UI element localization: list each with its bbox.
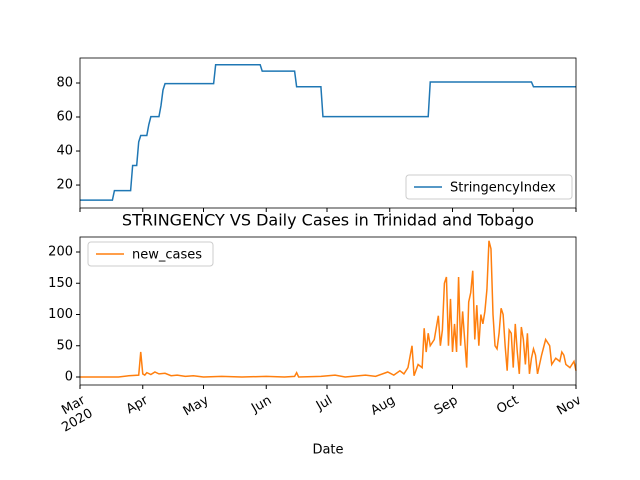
y-tick-label: 100: [48, 307, 73, 322]
line-series: [80, 240, 577, 378]
x-tick-label-line: Aug: [368, 393, 397, 419]
x-tick-label-line: Oct: [494, 393, 521, 417]
axes-frame: [79, 236, 577, 386]
x-tick-label: May: [180, 392, 211, 419]
x-tick-label: Mar2020: [52, 392, 96, 435]
x-axis-label: Date: [312, 443, 343, 458]
y-tick-label: 200: [48, 245, 73, 260]
legend-box: [87, 241, 214, 267]
y-tick-label: 50: [56, 338, 73, 353]
x-tick-label: Aug: [368, 393, 397, 419]
y-tick-label: 150: [48, 276, 73, 291]
x-tick-label-line: Nov: [554, 392, 584, 418]
y-tick-label: 40: [56, 144, 73, 159]
x-tick-label-line: Sep: [432, 393, 461, 418]
x-tick-label-line: May: [180, 392, 211, 419]
x-tick-label: Apr: [124, 392, 152, 417]
x-tick-label: Nov: [554, 392, 584, 418]
y-tick-label: 20: [56, 178, 73, 193]
x-tick-label: Jun: [248, 393, 274, 417]
x-tick-label: Sep: [432, 393, 461, 418]
legend-label: StringencyIndex: [450, 181, 556, 196]
y-tick-label: 80: [56, 76, 73, 91]
x-tick-label-line: Apr: [124, 392, 152, 417]
x-tick-label-line: Jun: [248, 393, 274, 417]
legend-label: new_cases: [132, 248, 202, 263]
x-tick-label: Jul: [313, 393, 335, 414]
x-tick-label: Oct: [494, 393, 521, 417]
y-tick-label: 0: [65, 370, 73, 385]
legend-box: [405, 174, 573, 200]
axes-frame: [79, 57, 577, 209]
chart-title: STRINGENCY VS Daily Cases in Trinidad an…: [122, 211, 534, 230]
line-series: [80, 64, 576, 201]
y-tick-label: 60: [56, 110, 73, 125]
x-tick-label-line: Jul: [313, 393, 335, 414]
